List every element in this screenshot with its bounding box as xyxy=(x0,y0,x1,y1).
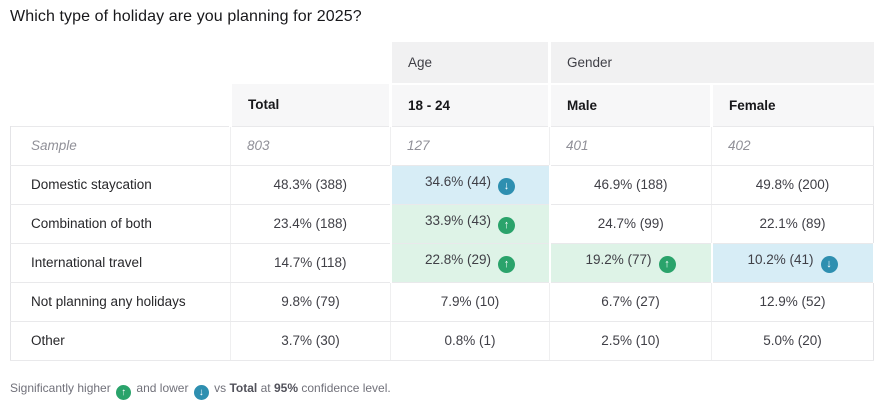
column-header-18-24: 18 - 24 xyxy=(389,84,550,126)
footnote-total: Total xyxy=(229,380,258,395)
significance-footnote: Significantly higher ↑ and lower ↓ vs To… xyxy=(10,380,873,400)
data-cell-significant-lower: 10.2% (41) ↓ xyxy=(710,243,875,283)
data-cell-significant-lower: 34.6% (44) ↓ xyxy=(389,165,551,205)
sample-value: 127 xyxy=(390,125,550,166)
row-label: Combination of both xyxy=(10,204,231,244)
table-row: Other 3.7% (30) 0.8% (1) 2.5% (10) 5.0% (20) xyxy=(10,321,874,361)
table-row: Combination of both 23.4% (188) 33.9% (43)… xyxy=(10,204,874,244)
cell-value: 34.6% (44) xyxy=(424,174,492,189)
column-group-age: Age xyxy=(389,42,550,85)
cell-value: 0.8% (1) xyxy=(444,333,496,348)
column-header-total: Total xyxy=(229,84,391,126)
data-cell: 46.9% (188) xyxy=(549,165,712,205)
table-row: Not planning any holidays 9.8% (79) 7.9% (… xyxy=(10,282,874,322)
cell-value: 49.8% (200) xyxy=(755,177,830,192)
cell-value: 22.8% (29) xyxy=(424,252,492,267)
sample-value: 401 xyxy=(549,125,712,166)
sample-row: Sample 803 127 401 402 xyxy=(10,125,874,166)
page-title: Which type of holiday are you planning f… xyxy=(10,8,362,25)
data-cell-significant-higher: 33.9% (43) ↑ xyxy=(389,204,551,244)
up-arrow-circle-icon: ↑ xyxy=(116,385,132,400)
cell-value: 22.1% (89) xyxy=(759,216,826,231)
header-spacer xyxy=(10,84,231,126)
row-label: Other xyxy=(10,321,231,361)
up-arrow-circle-icon: ↑ xyxy=(498,256,516,273)
up-arrow-circle-icon: ↑ xyxy=(658,256,676,273)
column-header-male: Male xyxy=(548,84,712,126)
cell-value: 23.4% (188) xyxy=(273,216,348,231)
cell-value: 24.7% (99) xyxy=(597,216,664,231)
data-cell-significant-higher: 19.2% (77) ↑ xyxy=(548,243,713,283)
data-cell: 9.8% (79) xyxy=(230,282,391,322)
data-cell: 14.7% (118) xyxy=(230,243,391,283)
cell-value: 6.7% (27) xyxy=(601,294,660,309)
cell-value: 10.2% (41) xyxy=(747,252,814,267)
data-cell: 48.3% (388) xyxy=(230,165,391,205)
data-cell: 0.8% (1) xyxy=(390,321,550,361)
data-cell: 3.7% (30) xyxy=(230,321,391,361)
cell-value: 48.3% (388) xyxy=(273,177,348,192)
cell-value: 2.5% (10) xyxy=(601,333,660,348)
data-cell: 6.7% (27) xyxy=(549,282,712,322)
group-header-spacer xyxy=(10,42,391,84)
cell-value: 46.9% (188) xyxy=(593,177,668,192)
sample-value: 803 xyxy=(230,125,391,166)
down-arrow-circle-icon: ↓ xyxy=(498,178,516,195)
data-cell: 2.5% (10) xyxy=(549,321,712,361)
row-label-sample: Sample xyxy=(10,125,231,166)
cell-value: 9.8% (79) xyxy=(281,294,340,309)
data-cell: 49.8% (200) xyxy=(711,165,874,205)
cell-value: 7.9% (10) xyxy=(440,294,500,309)
data-cell: 5.0% (20) xyxy=(711,321,874,361)
footnote-text: vs xyxy=(214,380,227,395)
column-header-female: Female xyxy=(710,84,874,126)
cell-value: 19.2% (77) xyxy=(585,252,652,267)
data-cell: 7.9% (10) xyxy=(390,282,550,322)
cell-value: 33.9% (43) xyxy=(424,213,492,228)
down-arrow-circle-icon: ↓ xyxy=(193,385,209,400)
cell-value: 14.7% (118) xyxy=(273,255,347,270)
column-group-gender: Gender xyxy=(548,42,874,85)
row-label: International travel xyxy=(10,243,231,283)
column-header-row: Total 18 - 24 Male Female xyxy=(10,84,874,126)
row-label: Not planning any holidays xyxy=(10,282,231,322)
footnote-text: at xyxy=(260,380,271,395)
footnote-text: confidence level. xyxy=(301,380,391,395)
data-cell: 12.9% (52) xyxy=(711,282,874,322)
cell-value: 5.0% (20) xyxy=(763,333,822,348)
up-arrow-circle-icon: ↑ xyxy=(498,217,516,234)
data-cell-significant-higher: 22.8% (29) ↑ xyxy=(389,243,551,283)
data-cell: 24.7% (99) xyxy=(549,204,712,244)
footnote-confidence: 95% xyxy=(273,380,298,395)
cell-value: 3.7% (30) xyxy=(281,333,340,348)
down-arrow-circle-icon: ↓ xyxy=(820,256,838,273)
row-label: Domestic staycation xyxy=(10,165,231,205)
footnote-text: Significantly higher xyxy=(10,380,111,395)
crosstab-table: Age Gender Total 18 - 24 Male Female Sam… xyxy=(10,42,875,361)
sample-value: 402 xyxy=(711,125,874,166)
data-cell: 22.1% (89) xyxy=(711,204,874,244)
column-group-row: Age Gender xyxy=(10,42,874,85)
table-row: International travel 14.7% (118) 22.8% (29… xyxy=(10,243,875,283)
data-cell: 23.4% (188) xyxy=(230,204,391,244)
footnote-text: and lower xyxy=(136,380,189,395)
table-row: Domestic staycation 48.3% (388) 34.6% (44)… xyxy=(10,165,874,205)
cell-value: 12.9% (52) xyxy=(759,294,826,309)
